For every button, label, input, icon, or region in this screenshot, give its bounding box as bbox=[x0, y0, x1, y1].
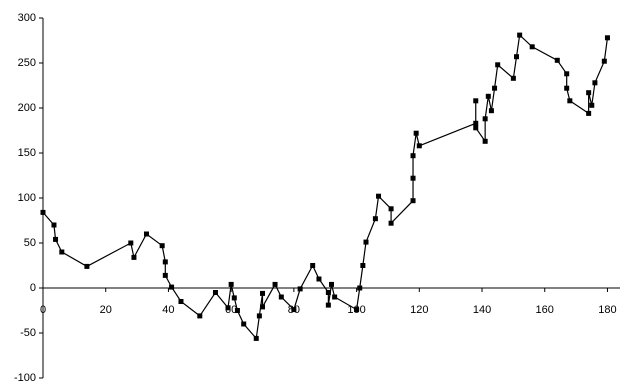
marker bbox=[510, 75, 516, 81]
marker bbox=[131, 254, 137, 260]
x-tick-label: 180 bbox=[598, 304, 616, 316]
marker bbox=[234, 308, 240, 313]
x-tick-label: 140 bbox=[473, 304, 491, 316]
marker bbox=[357, 285, 363, 291]
x-tick-label: 120 bbox=[410, 304, 428, 316]
y-tick-label: 0 bbox=[30, 282, 36, 294]
marker bbox=[473, 125, 479, 131]
marker bbox=[278, 294, 284, 300]
marker bbox=[231, 295, 237, 301]
marker bbox=[162, 259, 168, 265]
marker bbox=[416, 143, 422, 149]
marker bbox=[529, 44, 535, 50]
marker bbox=[482, 116, 488, 122]
marker bbox=[564, 85, 570, 91]
marker bbox=[485, 93, 491, 99]
marker bbox=[40, 209, 46, 215]
marker bbox=[492, 85, 498, 91]
marker bbox=[143, 231, 149, 237]
y-tick-label: 100 bbox=[18, 192, 36, 204]
marker bbox=[388, 220, 394, 226]
y-tick-label: -50 bbox=[20, 327, 36, 339]
marker bbox=[495, 62, 501, 68]
y-tick-label: 150 bbox=[18, 147, 36, 159]
marker bbox=[53, 236, 59, 242]
y-tick-label: 200 bbox=[18, 102, 36, 114]
marker bbox=[225, 305, 231, 311]
marker bbox=[260, 290, 266, 296]
marker bbox=[372, 216, 378, 222]
marker bbox=[564, 71, 570, 77]
marker bbox=[310, 263, 316, 268]
marker bbox=[128, 240, 134, 246]
marker bbox=[260, 304, 266, 310]
marker bbox=[51, 222, 57, 228]
x-tick-label: 40 bbox=[162, 304, 174, 316]
marker bbox=[410, 153, 416, 159]
marker bbox=[297, 286, 303, 292]
x-tick-label: 160 bbox=[536, 304, 554, 316]
marker bbox=[360, 263, 366, 268]
marker bbox=[586, 110, 592, 116]
marker bbox=[256, 313, 262, 319]
marker bbox=[197, 313, 203, 319]
marker bbox=[59, 249, 65, 255]
marker bbox=[159, 243, 165, 249]
marker bbox=[473, 120, 479, 126]
marker bbox=[388, 206, 394, 212]
marker bbox=[162, 272, 168, 278]
x-tick-label: 0 bbox=[40, 304, 46, 316]
marker bbox=[291, 307, 297, 313]
x-tick-label: 20 bbox=[100, 304, 112, 316]
marker bbox=[363, 239, 369, 245]
marker bbox=[514, 54, 520, 60]
marker bbox=[473, 98, 479, 104]
marker bbox=[410, 175, 416, 181]
marker bbox=[84, 263, 90, 269]
marker bbox=[316, 276, 322, 282]
y-tick-label: -100 bbox=[14, 372, 36, 383]
marker bbox=[482, 138, 488, 144]
marker bbox=[212, 290, 218, 295]
marker bbox=[592, 80, 598, 86]
marker bbox=[169, 284, 175, 290]
marker bbox=[488, 108, 494, 114]
marker bbox=[517, 32, 523, 38]
marker bbox=[325, 302, 331, 308]
marker bbox=[589, 102, 595, 108]
y-tick-label: 250 bbox=[18, 57, 36, 69]
marker bbox=[241, 321, 247, 327]
marker bbox=[332, 294, 338, 300]
marker bbox=[354, 307, 360, 313]
marker bbox=[376, 193, 382, 199]
marker bbox=[601, 58, 607, 64]
marker bbox=[554, 57, 560, 63]
marker bbox=[604, 35, 610, 41]
y-tick-label: 50 bbox=[24, 237, 36, 249]
marker bbox=[325, 290, 331, 295]
marker bbox=[178, 299, 184, 304]
marker bbox=[410, 198, 416, 204]
y-tick-label: 300 bbox=[18, 12, 36, 24]
marker bbox=[567, 98, 573, 104]
line bbox=[42, 33, 609, 340]
marker bbox=[413, 130, 419, 136]
marker bbox=[228, 281, 234, 287]
marker bbox=[272, 281, 278, 287]
marker bbox=[253, 335, 259, 341]
marker bbox=[586, 90, 592, 96]
marker bbox=[329, 281, 334, 287]
